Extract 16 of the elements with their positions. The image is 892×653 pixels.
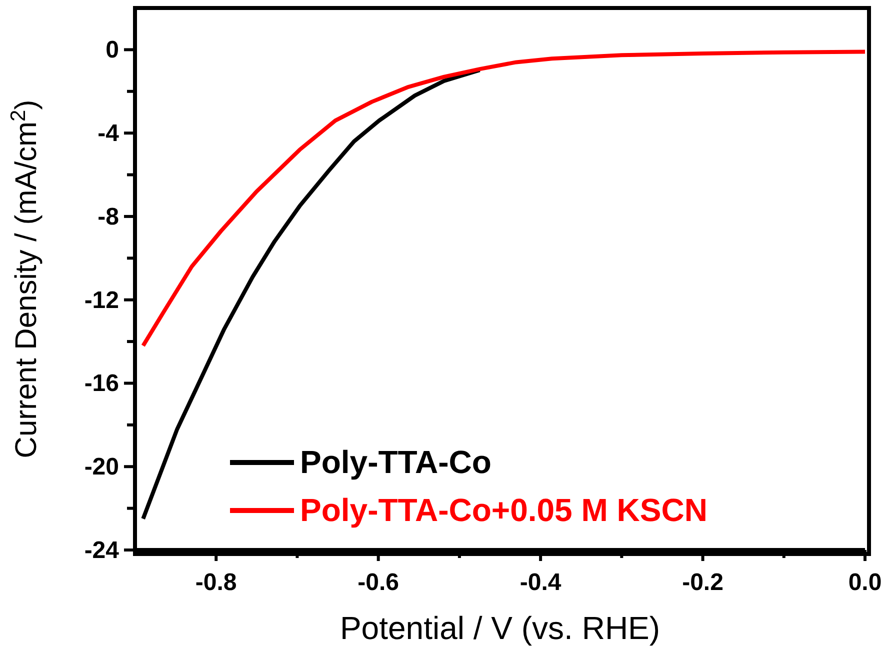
y-tick-label: -24 (84, 537, 120, 564)
x-tick-label: -0.2 (682, 569, 724, 596)
y-tick-label: 0 (106, 36, 119, 64)
y-tick-label: -4 (98, 120, 120, 148)
x-axis-title: Potential / V (vs. RHE) (340, 610, 660, 646)
x-tick-label: 0.0 (848, 569, 882, 596)
y-tick-label: -16 (84, 370, 119, 398)
line-series (141, 50, 865, 348)
y-tick-label: -8 (98, 203, 119, 230)
legend-label: Poly-TTA-Co (300, 444, 492, 480)
x-tick-label: -0.8 (195, 569, 237, 596)
x-tick-label: -0.6 (358, 569, 400, 596)
y-tick-label: -12 (84, 286, 119, 314)
legend-label: Poly-TTA-Co+0.05 M KSCN (300, 492, 708, 528)
x-tick-label: -0.4 (520, 569, 562, 596)
y-tick-label: -20 (84, 454, 119, 481)
